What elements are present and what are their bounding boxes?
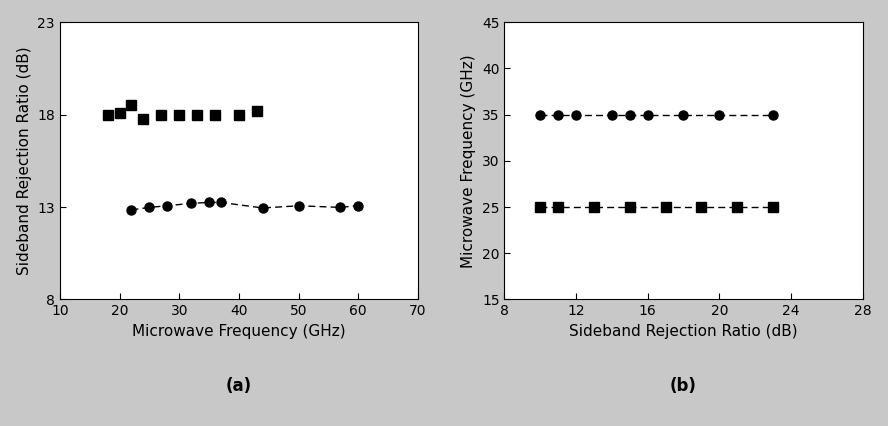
X-axis label: Sideband Rejection Ratio (dB): Sideband Rejection Ratio (dB) — [569, 324, 797, 339]
Y-axis label: Microwave Frequency (GHz): Microwave Frequency (GHz) — [462, 54, 476, 268]
Y-axis label: Sideband Rejection Ratio (dB): Sideband Rejection Ratio (dB) — [17, 46, 32, 275]
Text: (a): (a) — [226, 377, 252, 395]
X-axis label: Microwave Frequency (GHz): Microwave Frequency (GHz) — [132, 324, 345, 339]
Text: (b): (b) — [670, 377, 697, 395]
